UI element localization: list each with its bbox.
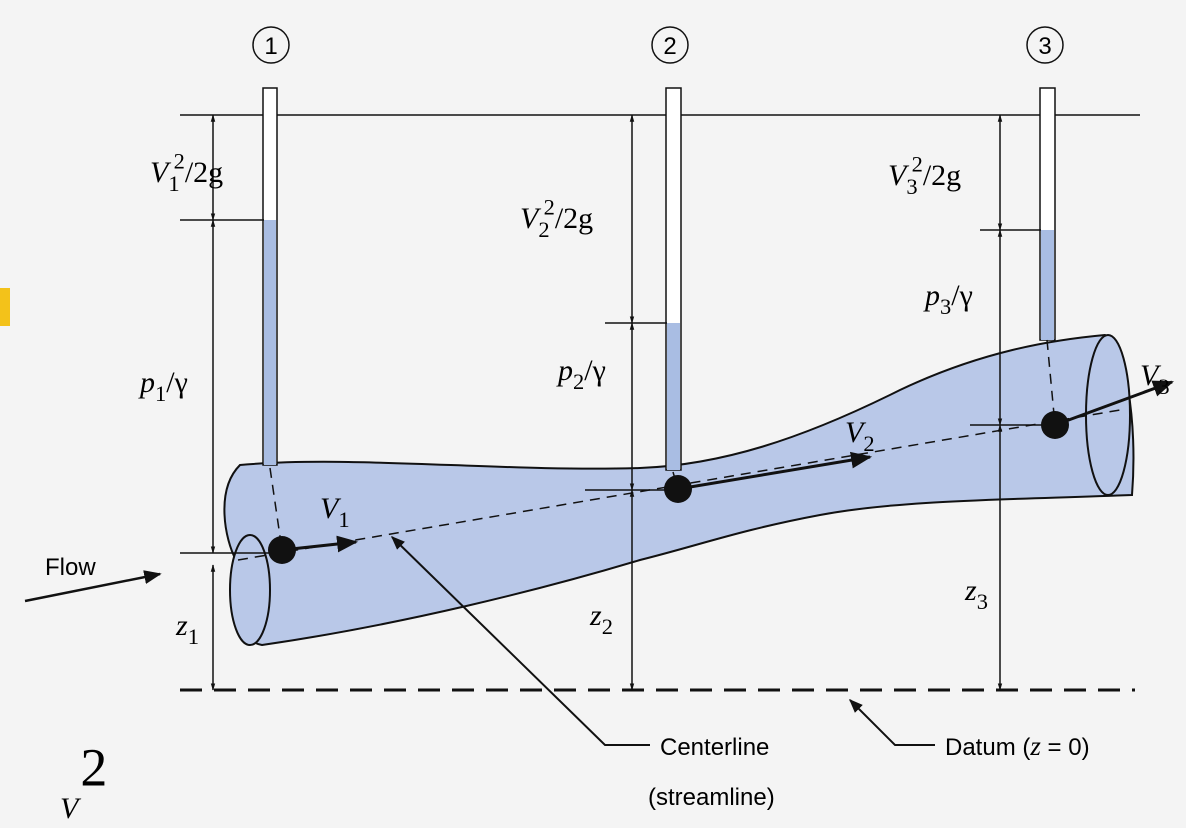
rest: /2g bbox=[185, 156, 223, 189]
symbol: V bbox=[888, 159, 910, 192]
subscript: 3 bbox=[940, 294, 951, 319]
velocity-head-label: V12/2g bbox=[150, 149, 223, 197]
datum-variable: z bbox=[1029, 731, 1041, 761]
superscript: 2 bbox=[544, 195, 555, 220]
datum-label: Datum (z = 0) bbox=[945, 731, 1090, 761]
centerline-leader bbox=[390, 536, 650, 746]
subscript: 2 bbox=[863, 431, 874, 456]
symbol: z bbox=[964, 574, 977, 607]
symbol: V bbox=[1140, 359, 1162, 392]
elevation-label: z3 bbox=[964, 574, 988, 614]
subscript: 3 bbox=[1158, 374, 1169, 399]
subscript: 2 bbox=[602, 614, 613, 639]
superscript: 2 bbox=[174, 149, 185, 174]
rest: /γ bbox=[166, 366, 188, 399]
pressure-head-label: p3/γ bbox=[923, 279, 973, 319]
velocity-label: V2 bbox=[845, 416, 875, 456]
subscript: 2 bbox=[538, 217, 549, 242]
datum-rest: = 0) bbox=[1041, 734, 1090, 761]
velocity-label: V3 bbox=[1140, 359, 1170, 399]
rest: /γ bbox=[584, 354, 606, 387]
elevation-label: z2 bbox=[589, 599, 613, 639]
dimensions bbox=[180, 114, 1042, 691]
tubes bbox=[262, 87, 1056, 471]
footer-formula: V2 bbox=[60, 738, 107, 825]
symbol: p bbox=[923, 279, 940, 312]
superscript: 2 bbox=[80, 738, 107, 798]
symbol: p bbox=[556, 354, 573, 387]
subscript: 3 bbox=[977, 589, 988, 614]
centerline-label: Centerline bbox=[660, 734, 769, 761]
datum-leader bbox=[849, 699, 935, 746]
pressure-head-label: p1/γ bbox=[138, 366, 188, 406]
rest: /2g bbox=[923, 159, 961, 192]
subscript: 3 bbox=[906, 174, 917, 199]
subscript: 1 bbox=[188, 624, 199, 649]
symbol: V bbox=[520, 202, 542, 235]
symbol: V bbox=[320, 492, 342, 525]
symbol: V bbox=[150, 156, 172, 189]
subscript: 1 bbox=[338, 507, 349, 532]
symbol: V bbox=[845, 416, 867, 449]
subscript: 1 bbox=[155, 381, 166, 406]
superscript: 2 bbox=[912, 152, 923, 177]
rest: /γ bbox=[951, 279, 973, 312]
subscript: 1 bbox=[168, 171, 179, 196]
elevation-label: z1 bbox=[175, 609, 199, 649]
symbol: p bbox=[138, 366, 155, 399]
pressure-head-label: p2/γ bbox=[556, 354, 606, 394]
station-number: 3 bbox=[1038, 33, 1051, 60]
subscript: 2 bbox=[573, 369, 584, 394]
flow-label: Flow bbox=[45, 554, 96, 581]
station-number: 2 bbox=[663, 33, 676, 60]
datum-text: Datum ( bbox=[945, 734, 1030, 761]
symbol: V bbox=[60, 792, 82, 825]
centerline-label: (streamline) bbox=[648, 784, 775, 811]
edge-highlight bbox=[0, 288, 10, 326]
velocity-label: V1 bbox=[320, 492, 350, 532]
station-number: 1 bbox=[264, 33, 277, 60]
symbol: z bbox=[589, 599, 602, 632]
points bbox=[268, 411, 1069, 564]
station-circles bbox=[252, 26, 1064, 64]
velocity-head-label: V32/2g bbox=[888, 152, 961, 200]
rest: /2g bbox=[555, 202, 593, 235]
velocity-head-label: V22/2g bbox=[520, 195, 593, 243]
flow-arrow bbox=[24, 570, 162, 603]
symbol: z bbox=[175, 609, 188, 642]
